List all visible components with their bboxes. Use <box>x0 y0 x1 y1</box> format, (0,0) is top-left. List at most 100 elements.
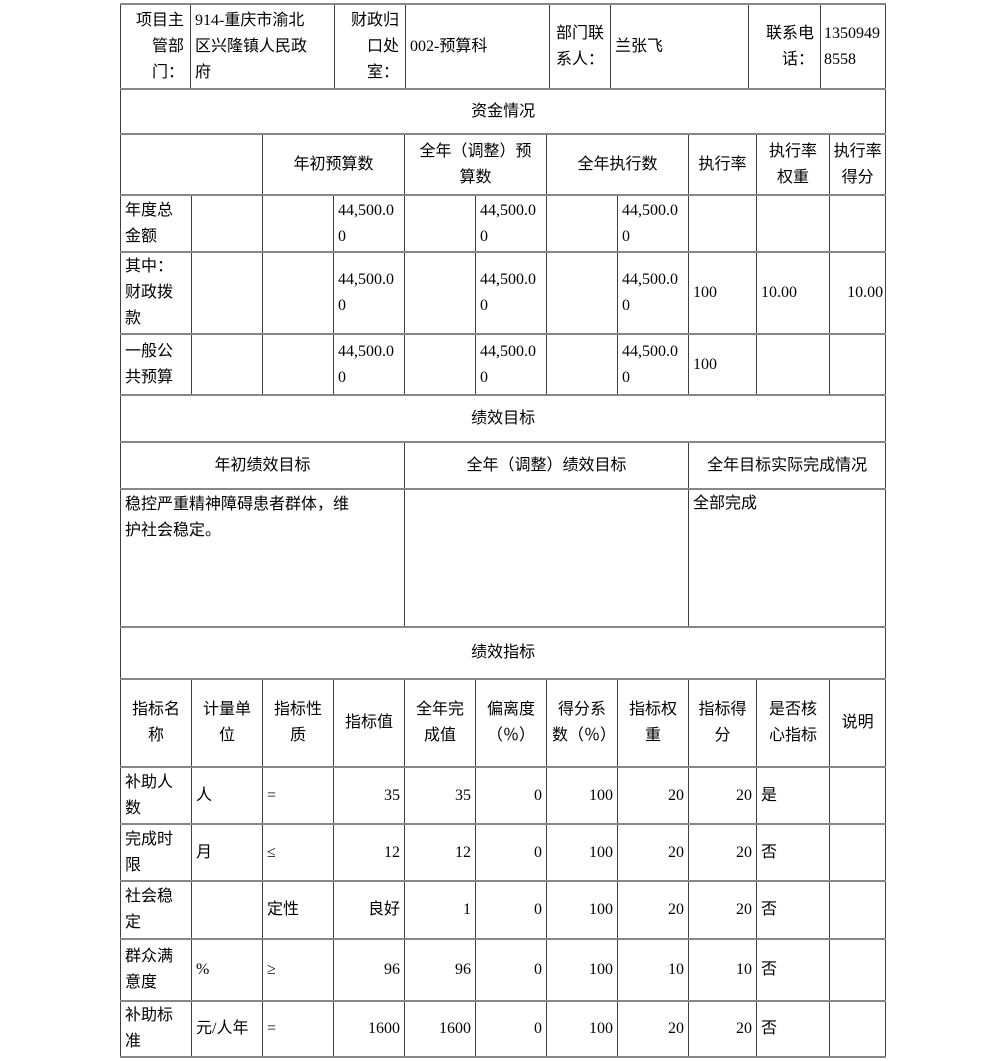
indicator-unit: 月 <box>191 823 263 882</box>
funding-row-label: 年度总金额 <box>120 194 192 253</box>
indicator-unit: 元/人年 <box>191 1000 263 1058</box>
funding-section-row: 资金情况 <box>119 88 887 135</box>
funding-row-label: 一般公共预算 <box>120 333 192 396</box>
executed-value: 44,500.00 <box>617 194 689 253</box>
funding-section-title: 资金情况 <box>119 88 887 135</box>
indicators-section-title: 绩效指标 <box>119 626 887 680</box>
executed-value: 44,500.00 <box>617 251 689 335</box>
indicator-deviation: 0 <box>475 938 547 1002</box>
goals-header-row: 年初绩效目标 全年（调整）绩效目标 全年目标实际完成情况 <box>120 441 887 490</box>
indicator-core: 否 <box>756 823 830 882</box>
blank-cell <box>262 251 334 335</box>
indicator-header-core: 是否核心指标 <box>756 678 830 768</box>
indicator-name: 社会稳定 <box>120 880 192 940</box>
indicator-weight: 20 <box>617 880 689 940</box>
indicator-header-unit: 计量单位 <box>191 678 263 768</box>
indicators-section-row: 绩效指标 <box>119 626 887 680</box>
rate-score-value <box>828 194 887 253</box>
funding-header-adjusted: 全年（调整）预算数 <box>404 133 547 196</box>
indicator-target: 良好 <box>333 880 405 940</box>
funding-row-total: 年度总金额 44,500.00 44,500.00 44,500.00 <box>120 194 887 253</box>
indicator-header-target: 指标值 <box>333 678 405 768</box>
adjusted-budget-value: 44,500.00 <box>475 194 547 253</box>
performance-table: 资金情况 年初预算数 全年（调整）预算数 全年执行数 执行率 执行率权重 执行率… <box>119 88 887 1058</box>
indicator-target: 35 <box>333 766 405 825</box>
indicator-score: 20 <box>688 823 757 882</box>
project-info-table: 项目主管部门： 914-重庆市渝北区兴隆镇人民政府 财政归口处室： 002-预算… <box>120 3 886 90</box>
indicator-header-nature: 指标性质 <box>262 678 334 768</box>
blank-cell <box>262 194 334 253</box>
funding-header-rate-score: 执行率得分 <box>828 133 887 196</box>
rate-weight-value <box>756 194 830 253</box>
indicator-unit: % <box>191 938 263 1002</box>
funding-row-general: 一般公共预算 44,500.00 44,500.00 44,500.00 100 <box>120 333 887 396</box>
indicator-deviation: 0 <box>475 823 547 882</box>
indicator-completed: 96 <box>404 938 476 1002</box>
funding-header-rate-weight: 执行率权重 <box>756 133 830 196</box>
indicator-core: 否 <box>756 938 830 1002</box>
indicator-target: 96 <box>333 938 405 1002</box>
indicator-score: 10 <box>688 938 757 1002</box>
indicator-score: 20 <box>688 880 757 940</box>
indicator-unit <box>191 880 263 940</box>
indicator-name: 补助人数 <box>120 766 192 825</box>
indicator-weight: 20 <box>617 1000 689 1058</box>
indicator-row: 完成时限 月 ≤ 12 12 0 100 20 20 否 <box>120 823 887 882</box>
indicator-score-coef: 100 <box>546 880 618 940</box>
indicator-score-coef: 100 <box>546 823 618 882</box>
blank-cell <box>546 251 618 335</box>
indicator-score-coef: 100 <box>546 938 618 1002</box>
contact-phone-label: 联系电话： <box>748 3 821 90</box>
indicator-note <box>828 1000 887 1058</box>
indicator-nature: 定性 <box>262 880 334 940</box>
indicator-note <box>828 766 887 825</box>
goal-header-initial: 年初绩效目标 <box>120 441 405 490</box>
contact-phone-value: 13509498558 <box>820 3 886 90</box>
goals-section-title: 绩效目标 <box>119 394 887 443</box>
contact-person-label: 部门联系人： <box>549 3 611 90</box>
indicator-core: 否 <box>756 880 830 940</box>
indicator-target: 12 <box>333 823 405 882</box>
funding-header-rate: 执行率 <box>688 133 757 196</box>
indicator-deviation: 0 <box>475 880 547 940</box>
indicator-nature: ≥ <box>262 938 334 1002</box>
dept-label: 项目主管部门： <box>120 3 191 90</box>
goal-header-actual: 全年目标实际完成情况 <box>687 441 887 490</box>
indicator-header-deviation: 偏离度（％） <box>475 678 547 768</box>
goals-section-row: 绩效目标 <box>119 394 887 443</box>
blank-cell <box>404 251 476 335</box>
funding-row-fiscal: 其中：财政拨款 44,500.00 44,500.00 44,500.00 10… <box>120 251 887 335</box>
funding-row-label: 其中：财政拨款 <box>120 251 192 335</box>
blank-cell <box>546 333 618 396</box>
rate-score-value <box>828 333 887 396</box>
execution-rate-value: 100 <box>688 333 757 396</box>
goal-header-adjusted: 全年（调整）绩效目标 <box>404 441 689 490</box>
indicators-header-row: 指标名称 计量单位 指标性质 指标值 全年完成值 偏离度（％） 得分系数（％） … <box>120 678 887 768</box>
dept-value: 914-重庆市渝北区兴隆镇人民政府 <box>190 3 335 90</box>
rate-weight-value: 10.00 <box>756 251 830 335</box>
indicator-header-name: 指标名称 <box>120 678 192 768</box>
indicator-target: 1600 <box>333 1000 405 1058</box>
blank-cell <box>546 194 618 253</box>
indicator-score-coef: 100 <box>546 1000 618 1058</box>
indicator-name: 补助标准 <box>120 1000 192 1058</box>
executed-value: 44,500.00 <box>617 333 689 396</box>
indicator-header-weight: 指标权重 <box>617 678 689 768</box>
indicator-nature: = <box>262 766 334 825</box>
indicator-nature: ≤ <box>262 823 334 882</box>
indicator-completed: 12 <box>404 823 476 882</box>
funding-header-blank <box>120 133 263 196</box>
indicator-name: 完成时限 <box>120 823 192 882</box>
initial-budget-value: 44,500.00 <box>333 333 405 396</box>
funding-header-row: 年初预算数 全年（调整）预算数 全年执行数 执行率 执行率权重 执行率得分 <box>120 133 887 196</box>
contact-person-value: 兰张飞 <box>610 3 749 90</box>
indicator-row: 群众满意度 % ≥ 96 96 0 100 10 10 否 <box>120 938 887 1002</box>
indicator-completed: 1 <box>404 880 476 940</box>
indicator-core: 是 <box>756 766 830 825</box>
indicator-header-note: 说明 <box>828 678 887 768</box>
funding-header-initial: 年初预算数 <box>262 133 405 196</box>
indicator-score-coef: 100 <box>546 766 618 825</box>
indicator-weight: 10 <box>617 938 689 1002</box>
adjusted-goal-text <box>404 488 689 628</box>
indicator-completed: 35 <box>404 766 476 825</box>
